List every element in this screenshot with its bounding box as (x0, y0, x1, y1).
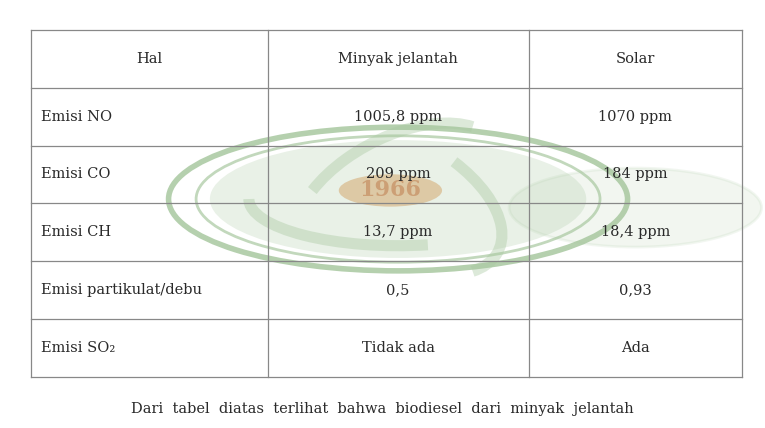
Text: 0,5: 0,5 (386, 283, 410, 297)
Ellipse shape (509, 168, 761, 247)
Text: 1966: 1966 (360, 179, 422, 202)
Text: Minyak jelantah: Minyak jelantah (338, 52, 458, 66)
Text: Emisi CO: Emisi CO (41, 167, 110, 181)
Text: Emisi partikulat/debu: Emisi partikulat/debu (41, 283, 201, 297)
Text: Emisi NO: Emisi NO (41, 110, 112, 124)
Text: 13,7 ppm: 13,7 ppm (363, 225, 433, 239)
Text: 184 ppm: 184 ppm (603, 167, 668, 181)
Ellipse shape (210, 140, 586, 258)
Text: 18,4 ppm: 18,4 ppm (601, 225, 670, 239)
Text: 209 ppm: 209 ppm (366, 167, 431, 181)
Ellipse shape (339, 174, 442, 207)
Text: Emisi SO₂: Emisi SO₂ (41, 341, 115, 355)
Text: Emisi CH: Emisi CH (41, 225, 111, 239)
Text: 1005,8 ppm: 1005,8 ppm (354, 110, 442, 124)
Text: Tidak ada: Tidak ada (362, 341, 435, 355)
Text: Dari  tabel  diatas  terlihat  bahwa  biodiesel  dari  minyak  jelantah: Dari tabel diatas terlihat bahwa biodies… (131, 402, 634, 416)
Text: 1070 ppm: 1070 ppm (598, 110, 672, 124)
Text: Ada: Ada (621, 341, 649, 355)
Text: 0,93: 0,93 (619, 283, 652, 297)
Text: Solar: Solar (616, 52, 655, 66)
Text: Hal: Hal (136, 52, 162, 66)
